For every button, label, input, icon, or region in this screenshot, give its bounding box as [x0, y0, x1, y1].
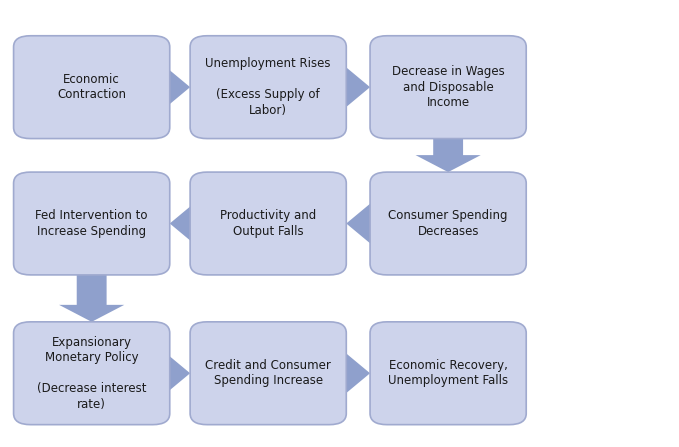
FancyBboxPatch shape [14, 172, 170, 275]
Text: Economic Recovery,
Unemployment Falls: Economic Recovery, Unemployment Falls [388, 359, 508, 388]
FancyBboxPatch shape [370, 322, 526, 425]
Polygon shape [59, 275, 124, 322]
Text: Fed Intervention to
Increase Spending: Fed Intervention to Increase Spending [35, 209, 148, 238]
FancyBboxPatch shape [14, 322, 170, 425]
FancyBboxPatch shape [190, 36, 346, 139]
Text: Productivity and
Output Falls: Productivity and Output Falls [220, 209, 316, 238]
Text: Credit and Consumer
Spending Increase: Credit and Consumer Spending Increase [205, 359, 331, 388]
Text: Unemployment Rises

(Excess Supply of
Labor): Unemployment Rises (Excess Supply of Lab… [206, 57, 331, 117]
Polygon shape [170, 202, 196, 245]
Text: Expansionary
Monetary Policy

(Decrease interest
rate): Expansionary Monetary Policy (Decrease i… [37, 336, 147, 411]
FancyBboxPatch shape [190, 172, 346, 275]
Text: Consumer Spending
Decreases: Consumer Spending Decreases [388, 209, 508, 238]
Polygon shape [416, 139, 481, 172]
FancyBboxPatch shape [14, 36, 170, 139]
FancyBboxPatch shape [190, 322, 346, 425]
FancyBboxPatch shape [370, 36, 526, 139]
Polygon shape [344, 352, 370, 395]
Text: Decrease in Wages
and Disposable
Income: Decrease in Wages and Disposable Income [392, 65, 504, 109]
Polygon shape [164, 352, 190, 395]
Polygon shape [346, 202, 372, 245]
Polygon shape [164, 66, 190, 109]
FancyBboxPatch shape [370, 172, 526, 275]
Text: Economic
Contraction: Economic Contraction [57, 73, 126, 101]
Polygon shape [344, 66, 370, 109]
